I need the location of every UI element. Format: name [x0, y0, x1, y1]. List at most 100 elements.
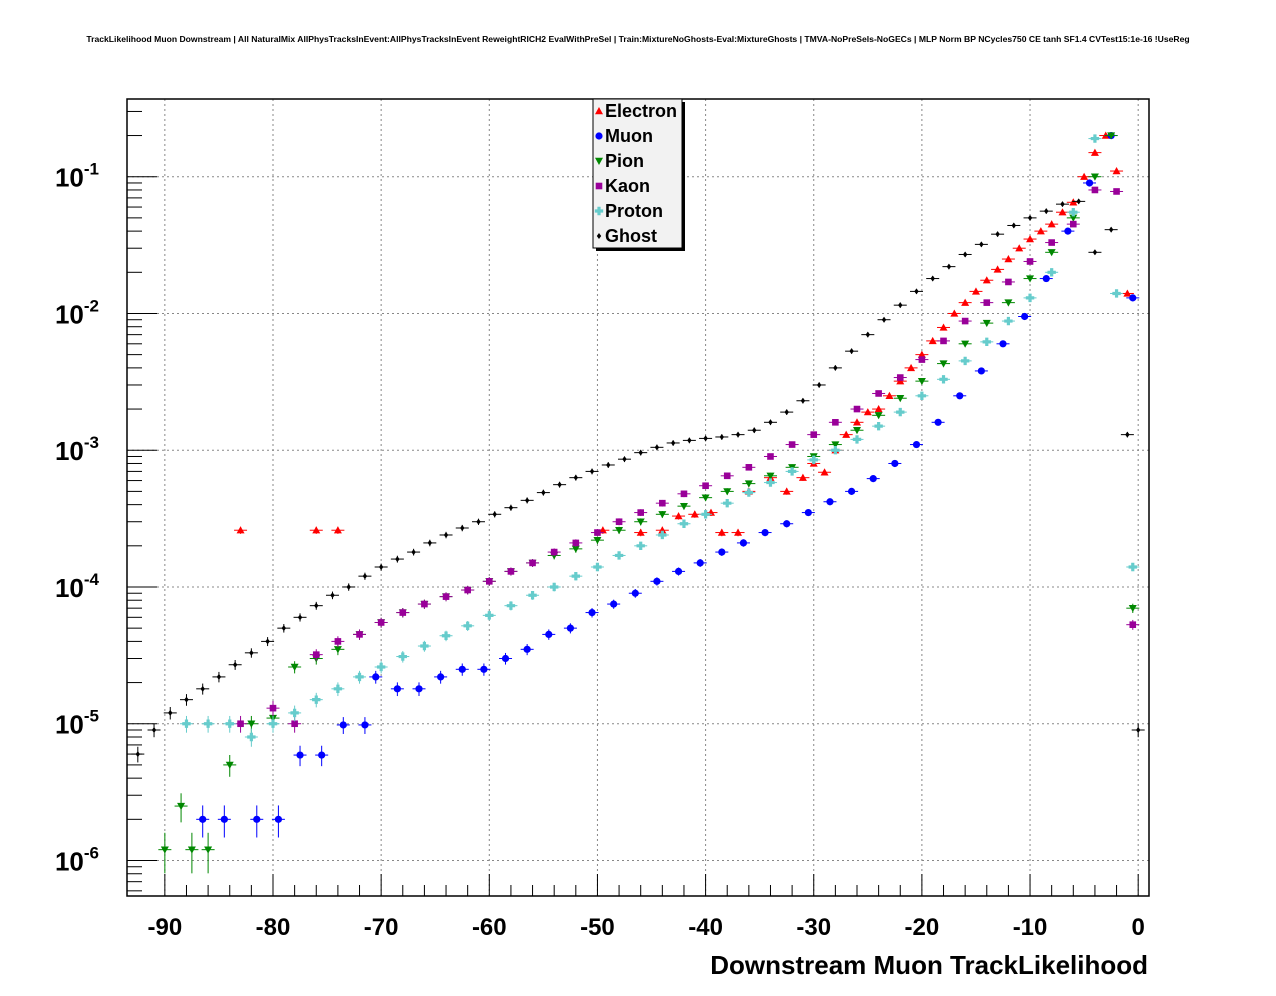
y-tick-label: 10-1	[55, 160, 99, 193]
data-point	[896, 407, 905, 417]
data-point	[1004, 255, 1013, 263]
data-point	[782, 487, 791, 495]
series-electron	[234, 131, 1134, 537]
data-point	[946, 263, 952, 270]
data-point	[874, 405, 883, 413]
legend-label: Proton	[605, 201, 663, 221]
data-point	[993, 265, 1002, 273]
data-point	[847, 487, 856, 495]
data-point	[853, 405, 861, 413]
data-point	[485, 578, 493, 585]
data-point	[788, 441, 796, 448]
data-point	[977, 367, 985, 375]
data-point	[443, 531, 449, 538]
data-point	[598, 526, 607, 534]
data-point	[1085, 179, 1094, 187]
data-point	[767, 453, 774, 460]
data-point	[939, 375, 948, 384]
data-point	[274, 815, 283, 823]
data-point	[979, 241, 984, 248]
data-point	[421, 600, 428, 608]
data-point	[928, 336, 937, 345]
x-tick-label: -30	[796, 914, 831, 941]
data-point	[339, 721, 347, 729]
x-tick-label: -50	[580, 914, 615, 941]
data-point	[203, 719, 213, 728]
data-point	[798, 473, 807, 481]
data-point	[961, 317, 969, 325]
data-point	[334, 638, 342, 645]
data-point	[480, 665, 488, 673]
data-point	[804, 508, 812, 517]
legend-marker	[595, 182, 603, 190]
data-point	[541, 489, 546, 496]
data-point	[290, 663, 299, 671]
data-point	[896, 374, 904, 381]
data-point	[333, 646, 342, 654]
data-point	[631, 589, 639, 597]
data-point	[917, 391, 927, 400]
data-point	[810, 431, 818, 438]
data-point	[914, 288, 919, 295]
data-point	[1015, 244, 1024, 252]
data-point	[184, 696, 189, 703]
legend-label: Kaon	[605, 176, 650, 196]
data-point	[752, 427, 757, 434]
axes: -90 -80 -70 -60 -50 -40 -30 -20 -10 0 10-6 10-5 10-4…	[55, 110, 1145, 941]
data-point	[1112, 289, 1121, 298]
data-point	[216, 673, 222, 680]
data-point	[654, 444, 660, 451]
legend-marker	[596, 233, 602, 239]
data-point	[330, 592, 335, 599]
data-point	[281, 625, 287, 632]
data-point	[1125, 431, 1130, 438]
data-point	[719, 433, 725, 440]
data-point	[151, 726, 157, 733]
data-point	[297, 614, 303, 621]
data-point	[333, 526, 342, 534]
data-point	[501, 654, 510, 663]
data-point	[917, 377, 926, 386]
data-point	[863, 408, 872, 416]
x-tick-label: -70	[364, 914, 399, 941]
data-point	[950, 309, 959, 317]
data-point	[636, 541, 645, 551]
data-point	[441, 631, 451, 640]
legend: Electron Muon Pion Kaon Proton Ghost	[592, 98, 685, 251]
data-point	[506, 601, 516, 610]
data-point	[528, 591, 537, 600]
data-point	[734, 528, 743, 536]
data-point	[658, 526, 667, 534]
data-point	[744, 488, 754, 497]
data-point	[831, 446, 840, 455]
data-point	[290, 708, 299, 718]
data-point	[524, 497, 530, 504]
data-point	[849, 348, 854, 355]
data-point	[356, 631, 363, 638]
data-point	[659, 499, 666, 507]
data-point	[1107, 132, 1116, 140]
legend-label: Pion	[605, 151, 644, 171]
data-point	[800, 397, 806, 404]
data-point	[476, 518, 481, 525]
data-point	[549, 582, 559, 592]
data-point	[318, 751, 326, 759]
data-point	[939, 323, 948, 331]
data-point	[1091, 186, 1099, 194]
data-point	[200, 685, 205, 692]
data-point	[766, 478, 775, 487]
data-point	[787, 467, 797, 476]
data-point	[1026, 275, 1035, 283]
data-point	[702, 482, 709, 490]
data-point	[420, 641, 429, 651]
data-point	[934, 418, 942, 426]
data-point	[745, 464, 753, 471]
data-point	[898, 302, 903, 309]
data-point	[168, 709, 173, 716]
data-point	[507, 568, 515, 575]
legend-label: Muon	[605, 126, 653, 146]
data-point	[265, 638, 270, 645]
data-point	[680, 490, 688, 498]
data-point	[1026, 258, 1034, 265]
